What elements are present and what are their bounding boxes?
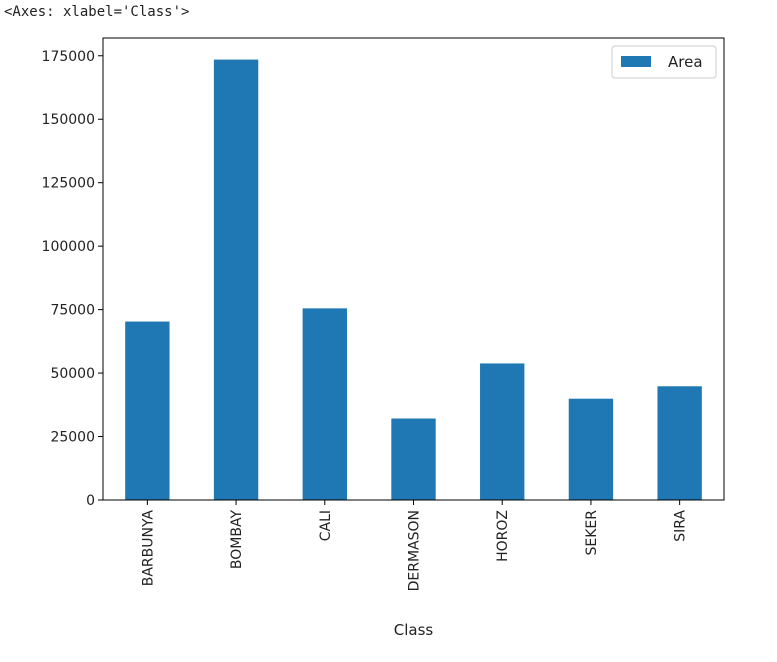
y-tick-label: 0 xyxy=(86,493,95,509)
x-tick-label: HOROZ xyxy=(495,510,511,562)
bar-seker xyxy=(568,398,614,500)
x-axis: BARBUNYA BOMBAY CALI DERMASON HOROZ SEKER SIRA xyxy=(140,500,689,591)
x-tick-label: SIRA xyxy=(673,510,689,542)
bar-cali xyxy=(302,308,347,500)
y-tick-label: 25000 xyxy=(50,430,95,446)
y-tick-label: 75000 xyxy=(50,303,95,319)
legend-box xyxy=(611,45,717,79)
x-tick-label: DERMASON xyxy=(407,510,423,591)
y-tick-label: 175000 xyxy=(42,49,95,65)
x-tick-label: BARBUNYA xyxy=(140,510,156,587)
y-tick-label: 100000 xyxy=(42,239,95,255)
y-tick-label: 50000 xyxy=(50,366,95,382)
bar-horoz xyxy=(480,363,525,500)
x-tick-label: SEKER xyxy=(584,510,600,556)
plot-frame xyxy=(102,37,725,501)
x-tick-label: BOMBAY xyxy=(229,510,245,570)
legend-swatch xyxy=(621,56,651,67)
legend: Area xyxy=(611,45,717,79)
y-tick-label: 125000 xyxy=(42,176,95,192)
y-tick-label: 150000 xyxy=(42,112,95,128)
x-tick-label: CALI xyxy=(318,510,334,541)
bar-dermason xyxy=(391,418,436,500)
legend-label: Area xyxy=(668,53,703,71)
bar-sira xyxy=(657,386,702,500)
bars-group xyxy=(125,59,702,500)
bar-bombay xyxy=(213,59,259,500)
x-axis-title: Class xyxy=(394,621,434,639)
output-repr-text: <Axes: xlabel='Class'> xyxy=(4,4,190,20)
y-axis: 0 25000 50000 75000 100000 125000 150000 175000 xyxy=(42,49,103,509)
bar-barbunya xyxy=(125,321,170,500)
